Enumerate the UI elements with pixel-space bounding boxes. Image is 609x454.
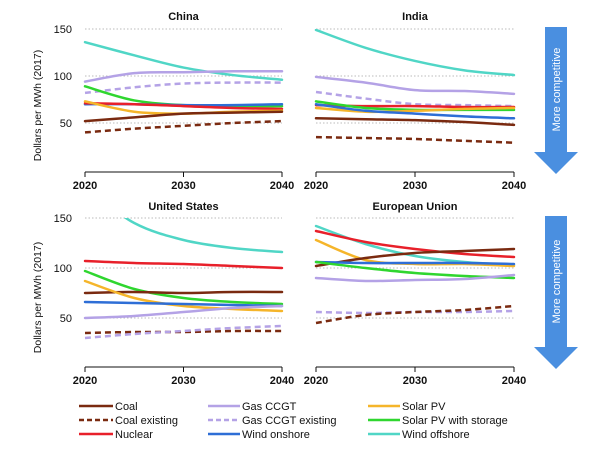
x-tick-label: 2030 (403, 375, 427, 387)
series-line-gas-ccgt (314, 75, 516, 96)
x-tick-label: 2040 (270, 180, 294, 192)
arrow-down-icon (534, 27, 578, 174)
series-line-wind-onshore (314, 260, 516, 266)
x-tick-label: 2020 (73, 180, 97, 192)
series-line-gas-ccgt-existing (84, 81, 283, 95)
legend: Coal Coal existing Nuclear Gas CCGT Gas CCGT… (79, 401, 508, 441)
legend-item: Wind onshore (208, 429, 310, 441)
series-line-coal (314, 117, 516, 127)
series-line-coal (83, 110, 284, 123)
panel-title: United States (148, 201, 218, 213)
legend-label: Solar PV (402, 401, 446, 413)
legend-item: Gas CCGT existing (208, 415, 337, 427)
legend-item: Nuclear (79, 429, 153, 441)
panel-european-union: European Union 2020 2030 2040 More competiti… (304, 201, 578, 387)
x-tick-label: 2040 (502, 180, 526, 192)
series-line-gas-ccgt (314, 273, 516, 283)
series-line-gas-ccgt-existing (84, 324, 283, 340)
legend-label: Nuclear (115, 429, 153, 441)
x-tick-label: 2020 (304, 180, 328, 192)
series-line-nuclear (83, 102, 284, 111)
series-line-coal-existing (84, 119, 283, 134)
x-tick-label: 2020 (304, 375, 328, 387)
panel-title: China (168, 11, 199, 23)
series-group (83, 40, 284, 134)
y-tick-label: 150 (54, 24, 72, 36)
series-line-wind-offshore (314, 29, 516, 77)
series-line-gas-ccgt-existing (315, 90, 515, 108)
series-line-wind-offshore (123, 218, 284, 254)
arrow-down-icon (534, 216, 578, 369)
legend-item: Solar PV with storage (368, 415, 508, 427)
legend-item: Gas CCGT (208, 401, 297, 413)
series-line-gas-ccgt (83, 304, 284, 320)
series-line-wind-onshore (314, 102, 516, 120)
series-line-coal-existing (84, 329, 283, 335)
series-line-nuclear (83, 259, 284, 270)
panel-china: China 50 100 150 2020 2030 2040 Dollars per MWh… (32, 11, 294, 192)
annotation-label: More competitive (551, 240, 563, 324)
x-tick-label: 2040 (502, 375, 526, 387)
y-axis-label: Dollars per MWh (2017) (32, 242, 44, 353)
legend-label: Coal (115, 401, 138, 413)
series-line-wind-onshore (83, 300, 284, 308)
legend-item: Coal existing (79, 415, 178, 427)
panel-title: European Union (373, 201, 458, 213)
x-tick-label: 2020 (73, 375, 97, 387)
legend-item: Solar PV (368, 401, 446, 413)
series-line-nuclear (314, 229, 516, 259)
series-group (314, 224, 516, 325)
y-tick-label: 50 (60, 118, 72, 130)
legend-label: Wind onshore (242, 429, 310, 441)
series-line-coal-existing (315, 304, 515, 325)
legend-label: Coal existing (115, 415, 178, 427)
legend-label: Gas CCGT (242, 401, 297, 413)
panel-title: India (402, 11, 429, 23)
y-tick-label: 100 (54, 71, 72, 83)
series-group (83, 218, 284, 340)
legend-item: Wind offshore (368, 429, 470, 441)
panel-india: India 2020 2030 2040 More competitive (304, 11, 578, 192)
panel-united-states: United States 50 100 150 2020 2030 2040 Dollars… (32, 201, 294, 387)
series-line-coal (314, 247, 516, 268)
x-tick-label: 2030 (171, 180, 195, 192)
series-line-solar-pv-with-storage (83, 269, 284, 306)
legend-label: Gas CCGT existing (242, 415, 337, 427)
legend-item: Coal (79, 401, 138, 413)
series-line-gas-ccgt-existing (315, 309, 515, 315)
y-axis-label: Dollars per MWh (2017) (32, 50, 44, 161)
y-tick-label: 100 (54, 263, 72, 275)
x-tick-label: 2040 (270, 375, 294, 387)
legend-label: Solar PV with storage (402, 415, 508, 427)
series-line-gas-ccgt (83, 69, 284, 83)
annotation-label: More competitive (551, 48, 563, 132)
y-tick-label: 50 (60, 313, 72, 325)
series-group (314, 29, 516, 144)
x-tick-label: 2030 (171, 375, 195, 387)
series-line-coal-existing (315, 135, 515, 144)
series-line-wind-offshore (83, 40, 284, 82)
x-tick-label: 2030 (403, 180, 427, 192)
legend-label: Wind offshore (402, 429, 470, 441)
series-line-solar-pv (83, 279, 284, 313)
y-tick-label: 150 (54, 213, 72, 225)
series-line-wind-offshore (314, 224, 516, 267)
series-line-solar-pv (314, 106, 516, 114)
